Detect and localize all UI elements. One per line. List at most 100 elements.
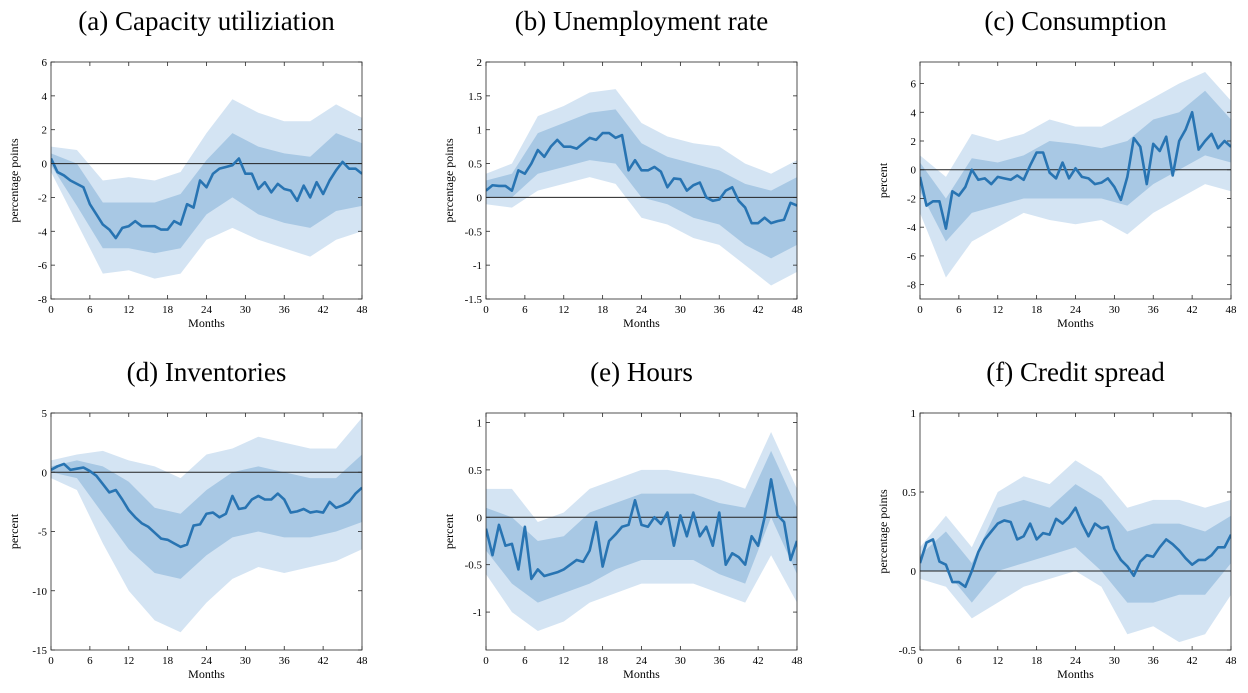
confidence-band (920, 484, 1231, 603)
x-tick-label: 12 (123, 655, 134, 667)
x-axis-label: Months (1057, 316, 1094, 330)
x-tick-label: 0 (483, 304, 489, 316)
response-line (51, 462, 362, 549)
y-tick-label: 1 (477, 125, 483, 137)
y-tick-label: 0 (911, 165, 917, 177)
x-tick-label: 30 (240, 655, 252, 667)
y-tick-label: -15 (32, 645, 47, 657)
y-axis-label: percent (876, 162, 890, 198)
x-axis-label: Months (1057, 667, 1094, 681)
x-tick-label: 12 (992, 304, 1003, 316)
plot-area (51, 99, 362, 279)
panel: 0 6 12 18 24 30 36 42 48 -1.5 -1 -0.5 0 0.5 1 1.5 2 (b) U… (442, 6, 803, 330)
confidence-band (920, 90, 1231, 242)
y-tick-label: 5 (42, 408, 48, 420)
x-tick-label: 30 (1109, 304, 1121, 316)
y-tick-label: -8 (38, 294, 48, 306)
plot-area (920, 72, 1231, 278)
x-tick-label: 18 (162, 304, 174, 316)
y-tick-label: 1.5 (468, 91, 482, 103)
x-tick-label: 6 (87, 655, 93, 667)
y-tick-label: 4 (42, 91, 48, 103)
y-tick-label: 0.5 (468, 465, 482, 477)
x-tick-label: 42 (318, 304, 329, 316)
x-tick-label: 30 (1109, 655, 1121, 667)
panel-title: (e) Hours (590, 357, 693, 387)
x-tick-label: 48 (1226, 655, 1238, 667)
response-line (51, 157, 362, 240)
x-tick-label: 36 (714, 304, 726, 316)
y-tick-label: 6 (42, 57, 48, 69)
x-tick-label: 0 (48, 304, 54, 316)
confidence-band (51, 454, 362, 579)
x-tick-label: 30 (240, 304, 252, 316)
y-tick-label: 0 (911, 566, 917, 578)
x-tick-label: 6 (956, 655, 962, 667)
y-tick-label: 2 (42, 125, 48, 137)
y-tick-label: -10 (32, 586, 47, 598)
x-tick-label: 30 (675, 304, 687, 316)
x-tick-label: 42 (318, 655, 329, 667)
y-tick-label: 1 (911, 408, 917, 420)
x-tick-label: 24 (636, 655, 648, 667)
panel-title: (b) Unemployment rate (515, 6, 768, 36)
y-tick-label: -2 (907, 193, 916, 205)
x-tick-label: 18 (162, 655, 174, 667)
x-tick-label: 24 (201, 304, 213, 316)
y-tick-label: 2 (477, 57, 483, 69)
x-tick-label: 18 (597, 304, 609, 316)
y-tick-label: -6 (38, 260, 48, 272)
x-tick-label: 36 (279, 655, 291, 667)
x-tick-label: 42 (1187, 304, 1198, 316)
x-tick-label: 42 (753, 655, 764, 667)
x-tick-label: 12 (558, 655, 569, 667)
x-tick-label: 18 (1031, 655, 1043, 667)
y-tick-label: -6 (907, 251, 917, 263)
y-tick-label: -0.5 (465, 560, 483, 572)
y-tick-label: 0 (477, 192, 483, 204)
x-tick-label: 6 (87, 304, 93, 316)
response-line (920, 506, 1231, 589)
x-tick-label: 0 (917, 655, 923, 667)
response-line (920, 110, 1231, 230)
y-tick-label: -5 (38, 527, 48, 539)
response-line (486, 131, 797, 225)
y-tick-label: -4 (38, 226, 48, 238)
x-tick-label: 0 (917, 304, 923, 316)
x-tick-label: 36 (1148, 304, 1160, 316)
y-tick-label: -0.5 (899, 645, 917, 657)
x-axis-label: Months (188, 667, 225, 681)
panel-title: (a) Capacity utiliziation (78, 6, 335, 36)
plot-area (486, 431, 797, 632)
x-tick-label: 6 (956, 304, 962, 316)
y-tick-label: -8 (907, 280, 917, 292)
plot-area (920, 460, 1231, 643)
x-tick-label: 18 (1031, 304, 1043, 316)
x-axis-label: Months (623, 316, 660, 330)
x-tick-label: 48 (792, 655, 804, 667)
x-tick-label: 48 (792, 304, 804, 316)
y-tick-label: -1 (473, 260, 482, 272)
x-tick-label: 24 (1070, 655, 1082, 667)
x-tick-label: 6 (522, 304, 528, 316)
y-tick-label: 1 (477, 417, 483, 429)
x-tick-label: 24 (636, 304, 648, 316)
x-tick-label: 48 (357, 655, 369, 667)
x-tick-label: 18 (597, 655, 609, 667)
y-axis-label: percentage points (876, 489, 890, 574)
y-axis-label: percentage points (7, 138, 21, 223)
y-axis-label: percent (7, 513, 21, 549)
panel-title: (c) Consumption (984, 6, 1167, 36)
panel: 0 6 12 18 24 30 36 42 48-0.500.51(f) Credit spre… (876, 357, 1237, 681)
x-tick-label: 36 (279, 304, 291, 316)
y-tick-label: -0.5 (465, 226, 483, 238)
panel-title: (f) Credit spread (986, 357, 1165, 387)
y-tick-label: -2 (38, 192, 47, 204)
x-tick-label: 42 (1187, 655, 1198, 667)
y-tick-label: 0.5 (468, 159, 482, 171)
y-tick-label: 6 (911, 79, 917, 91)
y-tick-label: 0.5 (902, 487, 916, 499)
plot-area (51, 417, 362, 633)
response-line (486, 478, 797, 581)
y-axis-label: percent (442, 513, 456, 549)
